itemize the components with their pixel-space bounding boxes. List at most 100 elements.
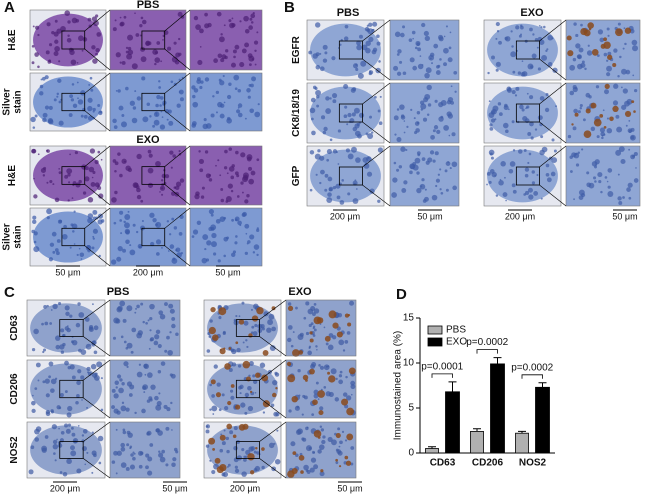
inset-box (141, 227, 166, 247)
texture (179, 178, 185, 183)
texture (309, 107, 316, 114)
texture (299, 452, 303, 456)
texture (92, 237, 95, 240)
texture (69, 314, 73, 318)
texture (91, 431, 94, 434)
texture (290, 344, 294, 348)
texture (599, 127, 606, 133)
texture (578, 47, 584, 53)
image-bg (390, 146, 459, 206)
image-border (109, 145, 187, 206)
row-label-line: CK8/18/19 (291, 89, 302, 137)
image-border (29, 72, 107, 132)
texture (544, 107, 550, 113)
texture (260, 324, 265, 329)
texture (45, 393, 50, 398)
texture (121, 61, 126, 65)
stain-spot (235, 404, 241, 410)
texture (148, 153, 153, 158)
texture (231, 23, 236, 28)
texture (606, 27, 610, 31)
inset-line (259, 421, 287, 442)
texture (628, 129, 632, 133)
row-label: CK8/18/19 (291, 89, 302, 137)
texture (311, 361, 317, 367)
texture (223, 166, 228, 170)
texture (321, 439, 326, 445)
texture (235, 314, 238, 318)
row-label: CD63 (9, 315, 20, 341)
stain-spot (271, 392, 277, 398)
texture (409, 170, 413, 175)
texture (447, 113, 453, 119)
inset-line (259, 336, 287, 357)
texture (433, 43, 439, 49)
texture (315, 64, 321, 70)
texture (546, 48, 549, 51)
texture (331, 439, 337, 446)
texture (573, 198, 575, 201)
texture (364, 26, 370, 32)
micrograph (189, 72, 263, 132)
texture (447, 57, 453, 63)
texture (95, 216, 99, 220)
stain-spot (302, 374, 309, 381)
texture (607, 191, 614, 197)
texture (239, 224, 242, 227)
stain-spot (212, 334, 219, 341)
texture (573, 108, 578, 114)
texture (215, 111, 218, 114)
texture (172, 154, 176, 158)
texture (248, 374, 251, 377)
inset-line (164, 245, 191, 267)
stain-spot (335, 433, 341, 439)
inset-line (84, 9, 111, 32)
texture (253, 40, 259, 45)
texture (167, 349, 173, 356)
texture (154, 57, 161, 63)
texture (120, 442, 126, 448)
texture (597, 54, 600, 57)
stain-spot (344, 313, 350, 318)
stain-spot (226, 423, 233, 430)
texture (310, 457, 317, 463)
texture (308, 346, 311, 349)
texture (169, 150, 174, 155)
texture (540, 26, 543, 29)
texture (221, 393, 225, 397)
texture (159, 124, 166, 130)
texture (322, 435, 326, 439)
texture (129, 464, 136, 470)
inset-box (141, 92, 166, 112)
texture (221, 54, 227, 60)
texture (618, 200, 623, 205)
texture (371, 49, 377, 55)
texture (172, 457, 177, 462)
texture (350, 446, 355, 450)
texture (504, 176, 506, 179)
scale-label: 200 μm (505, 211, 535, 221)
texture (204, 12, 208, 17)
texture (632, 45, 638, 52)
y-tick-label: 15 (403, 313, 415, 324)
texture (426, 84, 432, 91)
bar (445, 391, 460, 454)
texture (226, 236, 229, 240)
texture (132, 106, 137, 110)
texture (377, 147, 383, 153)
texture (42, 112, 48, 118)
texture (545, 93, 549, 96)
texture (234, 468, 240, 474)
texture (205, 429, 210, 434)
texture (75, 322, 81, 328)
texture (92, 303, 94, 306)
texture (248, 360, 254, 366)
inset-box (59, 379, 84, 399)
texture (247, 240, 251, 244)
texture (52, 303, 58, 310)
inset-line (362, 58, 391, 81)
texture (142, 384, 148, 390)
texture (134, 12, 136, 15)
texture (490, 118, 496, 123)
texture (167, 46, 172, 51)
